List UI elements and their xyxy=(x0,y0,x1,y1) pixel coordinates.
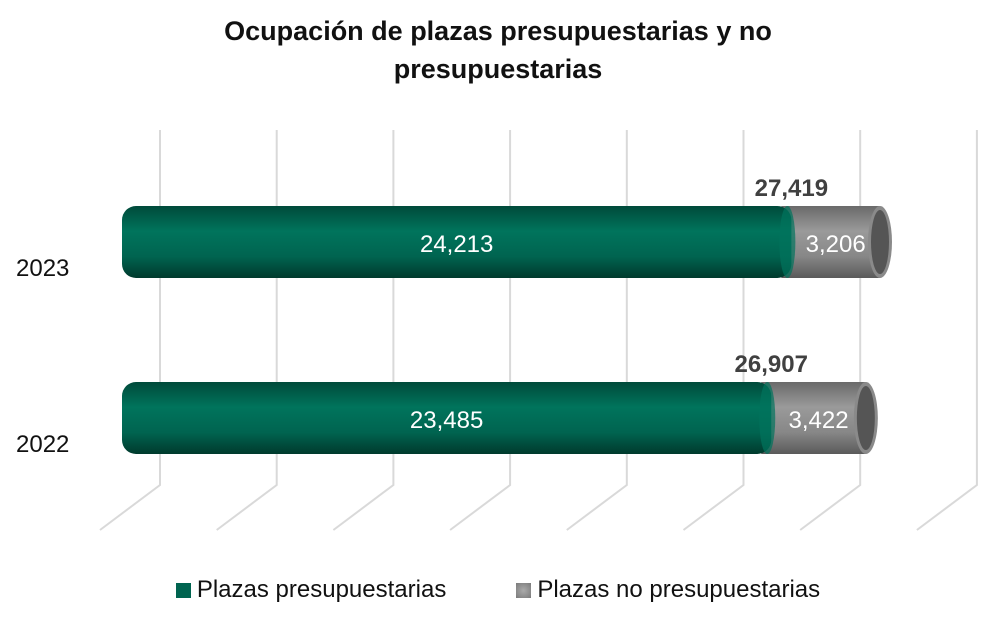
data-label: 3,206 xyxy=(806,231,866,258)
legend-swatch-gray xyxy=(516,582,532,598)
bar-segment-no-presupuestarias xyxy=(781,206,880,278)
bar-joint xyxy=(779,206,796,278)
title-line-2: presupuestarias xyxy=(393,54,603,84)
category-label: 2022 xyxy=(16,431,69,458)
data-label: 23,485 xyxy=(410,407,483,434)
chart-title: Ocupación de plazas presupuestarias y no… xyxy=(0,12,996,88)
gridline xyxy=(566,130,628,531)
total-label: 27,419 xyxy=(755,175,828,202)
gridline xyxy=(682,130,745,531)
legend-label: Plazas no presupuestarias xyxy=(537,576,821,603)
legend-label: Plazas presupuestarias xyxy=(196,576,447,603)
legend-swatch-green xyxy=(175,582,191,598)
title-line-1: Ocupación de plazas presupuestarias y no xyxy=(224,16,772,46)
data-label: 3,422 xyxy=(789,407,849,434)
bar-end-cap-inner xyxy=(871,210,889,274)
gridline xyxy=(216,130,278,531)
gridline xyxy=(449,130,512,531)
bar-segment-presupuestarias xyxy=(122,382,772,454)
legend: Plazas presupuestarias Plazas no presupu… xyxy=(0,576,996,604)
legend-item-no-presupuestarias: Plazas no presupuestarias xyxy=(516,576,820,604)
bar-end-cap-inner xyxy=(856,386,875,450)
category-label: 2023 xyxy=(16,255,69,282)
legend-item-presupuestarias: Plazas presupuestarias xyxy=(175,576,447,604)
total-label: 26,907 xyxy=(735,351,808,378)
gridline xyxy=(332,130,395,531)
bar-segment-presupuestarias xyxy=(122,206,792,278)
gridline xyxy=(916,130,978,531)
bar-joint xyxy=(759,382,776,454)
gridline xyxy=(99,130,161,531)
bar-segment-no-presupuestarias xyxy=(761,382,866,454)
data-label: 24,213 xyxy=(420,231,493,258)
